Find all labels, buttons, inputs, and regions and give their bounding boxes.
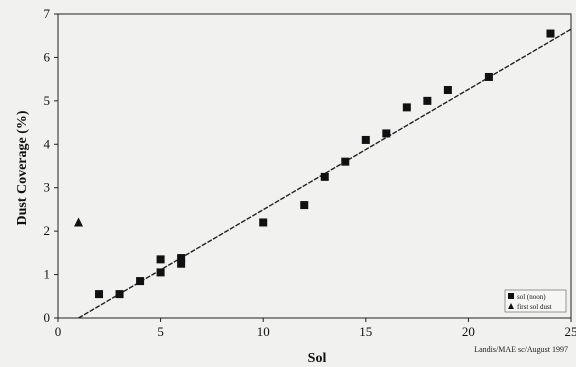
y-tick-label: 3	[44, 180, 51, 195]
data-point-square	[402, 103, 411, 112]
data-point-square	[115, 290, 124, 299]
plot-frame	[57, 13, 572, 319]
data-point-square	[320, 172, 329, 181]
data-point-square	[382, 129, 391, 138]
y-tick-label: 4	[44, 136, 51, 151]
legend-triangle-marker	[508, 303, 514, 309]
data-points	[74, 29, 555, 299]
data-point-square	[341, 157, 350, 166]
x-tick-label: 5	[157, 324, 164, 339]
y-tick-label: 2	[44, 223, 51, 238]
legend: sol (noon) first sol dust	[504, 289, 567, 313]
x-tick-label: 15	[359, 324, 372, 339]
x-axis-title: Sol	[308, 351, 327, 366]
data-point-square	[177, 259, 186, 268]
x-tick-label: 25	[565, 324, 576, 339]
y-axis-title: Dust Coverage (%)	[15, 110, 30, 225]
data-point-square	[156, 268, 165, 277]
plot-area-border	[57, 13, 572, 319]
credit-text: Landis/MAE sc/August 1997	[474, 345, 568, 354]
legend-box	[504, 289, 567, 313]
y-tick-label: 5	[44, 93, 51, 108]
data-point-triangle	[74, 217, 84, 227]
data-point-square	[136, 277, 145, 286]
data-point-square	[443, 86, 452, 94]
legend-label-first-sol-dust: first sol dust	[517, 303, 552, 311]
data-point-square	[361, 135, 370, 144]
data-point-square	[423, 96, 432, 105]
y-tick-label: 7	[44, 6, 51, 21]
legend-label-sol-noon: sol (noon)	[517, 293, 546, 301]
x-tick-label: 20	[462, 324, 475, 339]
x-tick-label: 0	[55, 324, 62, 339]
data-point-square	[546, 29, 555, 38]
y-tick-label: 0	[44, 310, 51, 325]
x-axis-ticks: 0 5 10 15 20 25	[55, 318, 576, 339]
legend-square-marker	[508, 293, 514, 299]
data-point-square	[484, 72, 493, 81]
y-tick-label: 6	[44, 49, 51, 64]
data-point-square	[95, 290, 104, 299]
data-point-square	[177, 254, 186, 263]
y-tick-label: 1	[44, 267, 51, 282]
data-point-square	[156, 255, 165, 264]
data-point-square	[259, 218, 268, 227]
x-tick-label: 10	[257, 324, 270, 339]
data-point-square	[300, 201, 309, 210]
y-axis-ticks: 0 1 2 3 4 5 6 7	[44, 6, 58, 325]
